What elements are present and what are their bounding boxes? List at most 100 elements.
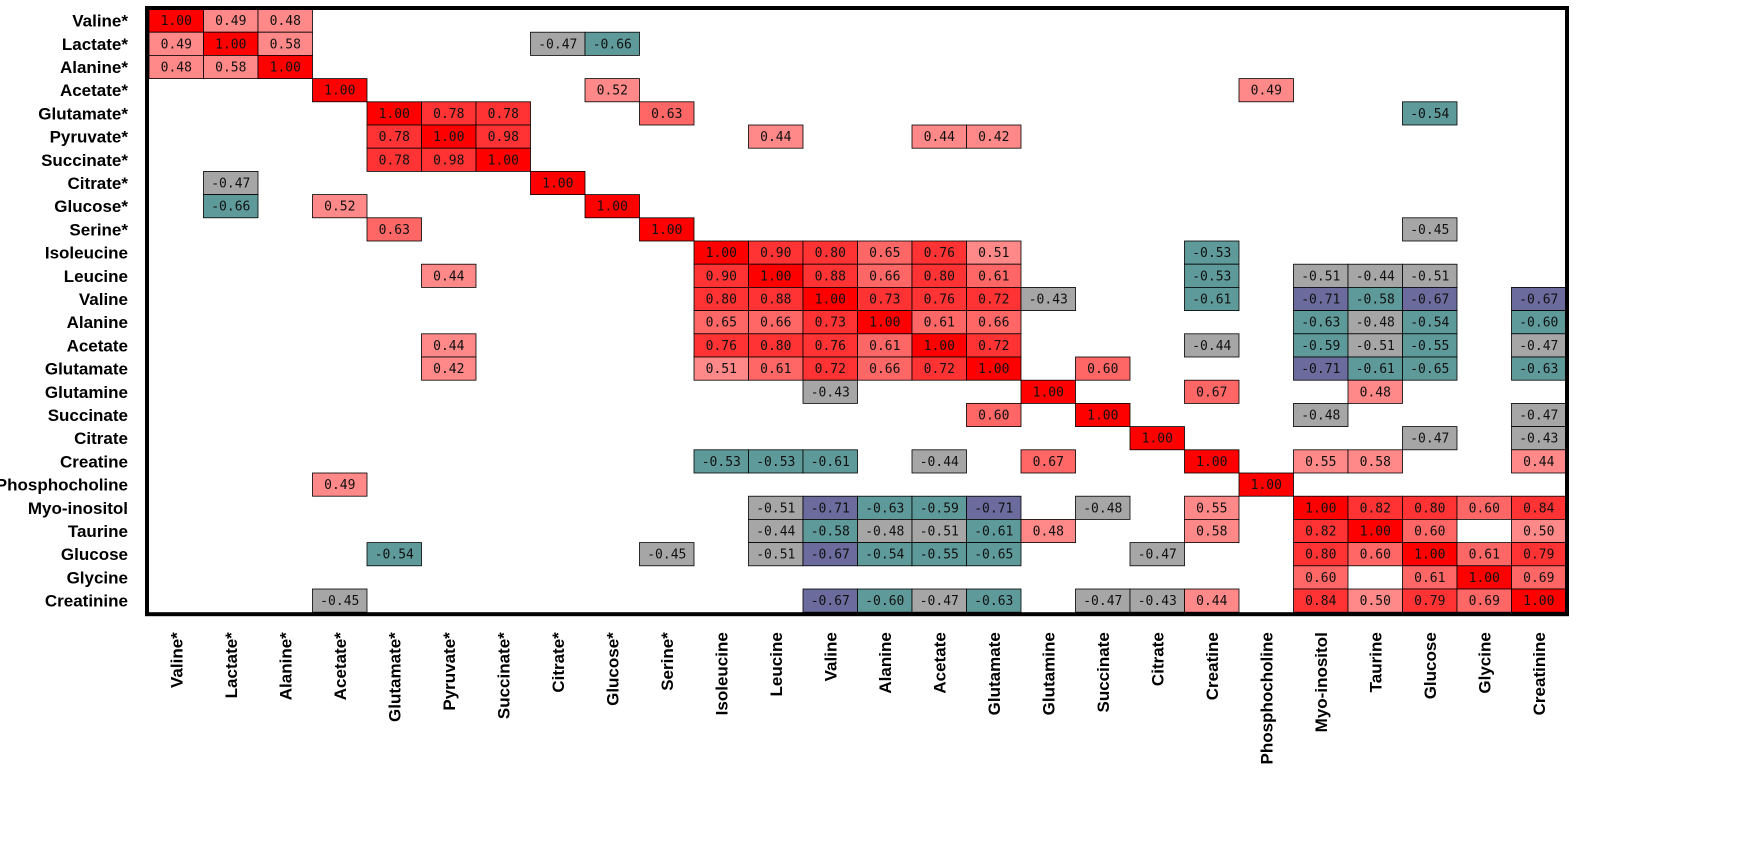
heatmap-cell: 0.44: [1511, 449, 1567, 474]
heatmap-cell-value: -0.45: [1410, 223, 1449, 238]
heatmap-cell-value: 0.52: [597, 84, 628, 99]
heatmap-cell-rect: [584, 194, 640, 219]
heatmap-cell-rect: [1238, 78, 1294, 103]
heatmap-cell: 0.58: [203, 55, 259, 80]
heatmap-cell-value: 0.65: [869, 246, 900, 261]
heatmap-cell-value: -0.66: [593, 37, 632, 52]
heatmap-cell: 1.00: [1402, 542, 1458, 567]
heatmap-cell: 0.49: [312, 472, 368, 497]
heatmap-cell: -0.55: [911, 542, 967, 567]
heatmap-cell-rect: [1184, 449, 1240, 474]
heatmap-cell: 0.52: [584, 78, 640, 103]
heatmap-cell: 0.55: [1293, 449, 1349, 474]
heatmap-cell: 1.00: [639, 217, 695, 242]
heatmap-cell: -0.55: [1402, 333, 1458, 358]
heatmap-cell: 0.90: [693, 263, 749, 288]
heatmap-cell-value: 1.00: [1305, 501, 1336, 516]
heatmap-cell: -0.54: [1402, 310, 1458, 335]
heatmap-cell: 1.00: [1511, 588, 1567, 613]
heatmap-cell-value: 0.73: [869, 293, 900, 308]
heatmap-cell-value: 1.00: [1142, 432, 1173, 447]
heatmap-cell-rect: [966, 356, 1022, 381]
heatmap-cell-value: -0.47: [211, 177, 250, 192]
heatmap-cell-value: 0.67: [1033, 455, 1064, 470]
heatmap-cell-rect: [421, 356, 477, 381]
column-label: Creatinine: [1530, 632, 1549, 715]
heatmap-cell: 1.00: [1020, 379, 1076, 404]
heatmap-cell: -0.54: [1402, 101, 1458, 126]
heatmap-cell: 1.00: [1347, 519, 1403, 544]
column-label: Serine*: [658, 632, 677, 691]
heatmap-cell-value: 0.55: [1196, 501, 1227, 516]
heatmap-cell-rect: [1075, 402, 1131, 427]
row-label: Glutamate: [45, 360, 128, 379]
heatmap-cell-value: 0.80: [815, 246, 846, 261]
heatmap-cell: 0.50: [1511, 519, 1567, 544]
column-label: Alanine: [876, 632, 895, 693]
heatmap-cell: 0.44: [1184, 588, 1240, 613]
heatmap-cell: 1.00: [748, 263, 804, 288]
heatmap-cell-value: 0.44: [924, 130, 955, 145]
row-label: Phosphocholine: [0, 476, 128, 495]
heatmap-cell: 0.63: [639, 101, 695, 126]
heatmap-cell-rect: [257, 55, 313, 80]
heatmap-cell-value: 0.69: [1469, 594, 1500, 609]
heatmap-cell: -0.51: [1402, 263, 1458, 288]
heatmap-cell-rect: [639, 217, 695, 242]
heatmap-cell: -0.60: [1511, 310, 1567, 335]
heatmap-cell: 0.84: [1293, 588, 1349, 613]
heatmap-cell: 0.76: [911, 286, 967, 311]
heatmap-cell: 0.88: [748, 286, 804, 311]
heatmap-cell: 0.88: [802, 263, 858, 288]
heatmap-cell: 0.61: [911, 310, 967, 335]
heatmap-cell: 0.61: [748, 356, 804, 381]
heatmap-cell-value: -0.60: [865, 594, 904, 609]
heatmap-cell: 0.73: [857, 286, 913, 311]
heatmap-cell-value: 0.67: [1196, 385, 1227, 400]
column-label: Leucine: [767, 632, 786, 696]
heatmap-cell-value: -0.53: [1192, 269, 1231, 284]
heatmap-cell: 0.44: [748, 124, 804, 149]
heatmap-cell-value: -0.65: [1410, 362, 1449, 377]
heatmap-cell: -0.54: [366, 542, 422, 567]
heatmap-cell: 0.61: [1402, 565, 1458, 590]
heatmap-cell: -0.54: [857, 542, 913, 567]
heatmap-cell-rect: [421, 263, 477, 288]
heatmap-cell-value: 0.58: [270, 37, 301, 52]
heatmap-cell-value: -0.60: [1519, 316, 1558, 331]
heatmap-cell-value: 1.00: [1469, 571, 1500, 586]
heatmap-cell: 0.61: [857, 333, 913, 358]
heatmap-cell: -0.59: [1293, 333, 1349, 358]
heatmap-cell-value: -0.63: [865, 501, 904, 516]
heatmap-cell-value: 0.58: [1196, 525, 1227, 540]
heatmap-cell: 0.76: [911, 240, 967, 265]
heatmap-cell: -0.47: [203, 170, 259, 195]
heatmap-cell: 1.00: [1129, 426, 1185, 451]
heatmap-cell: 0.58: [1347, 449, 1403, 474]
heatmap-cell-value: 0.60: [978, 409, 1009, 424]
heatmap-cell-value: -0.71: [974, 501, 1013, 516]
heatmap-cell-value: 1.00: [1087, 409, 1118, 424]
heatmap-cell: -0.53: [1184, 240, 1240, 265]
heatmap-cell-value: -0.61: [1356, 362, 1395, 377]
heatmap-cell-rect: [1402, 426, 1458, 451]
heatmap-cell-value: 1.00: [815, 293, 846, 308]
heatmap-cell-value: -0.51: [1410, 269, 1449, 284]
heatmap-cell: 0.80: [911, 263, 967, 288]
heatmap-cell: 0.63: [366, 217, 422, 242]
heatmap-cell-value: 1.00: [379, 107, 410, 122]
heatmap-cell: 0.66: [748, 310, 804, 335]
heatmap-cell-value: -0.54: [1410, 316, 1449, 331]
heatmap-cell-value: 0.72: [978, 339, 1009, 354]
heatmap-cell-rect: [802, 449, 858, 474]
heatmap-cell-value: 0.61: [1414, 571, 1445, 586]
row-label: Taurine: [68, 522, 128, 541]
heatmap-cell-rect: [1184, 379, 1240, 404]
heatmap-cell-value: 0.44: [1196, 594, 1227, 609]
heatmap-cell-value: 0.82: [1360, 501, 1391, 516]
heatmap-cell-value: 1.00: [706, 246, 737, 261]
heatmap-cell-value: 0.80: [1414, 501, 1445, 516]
heatmap-cell-value: -0.54: [1410, 107, 1449, 122]
heatmap-cell-value: 0.48: [1033, 525, 1064, 540]
heatmap-cell: 0.72: [802, 356, 858, 381]
